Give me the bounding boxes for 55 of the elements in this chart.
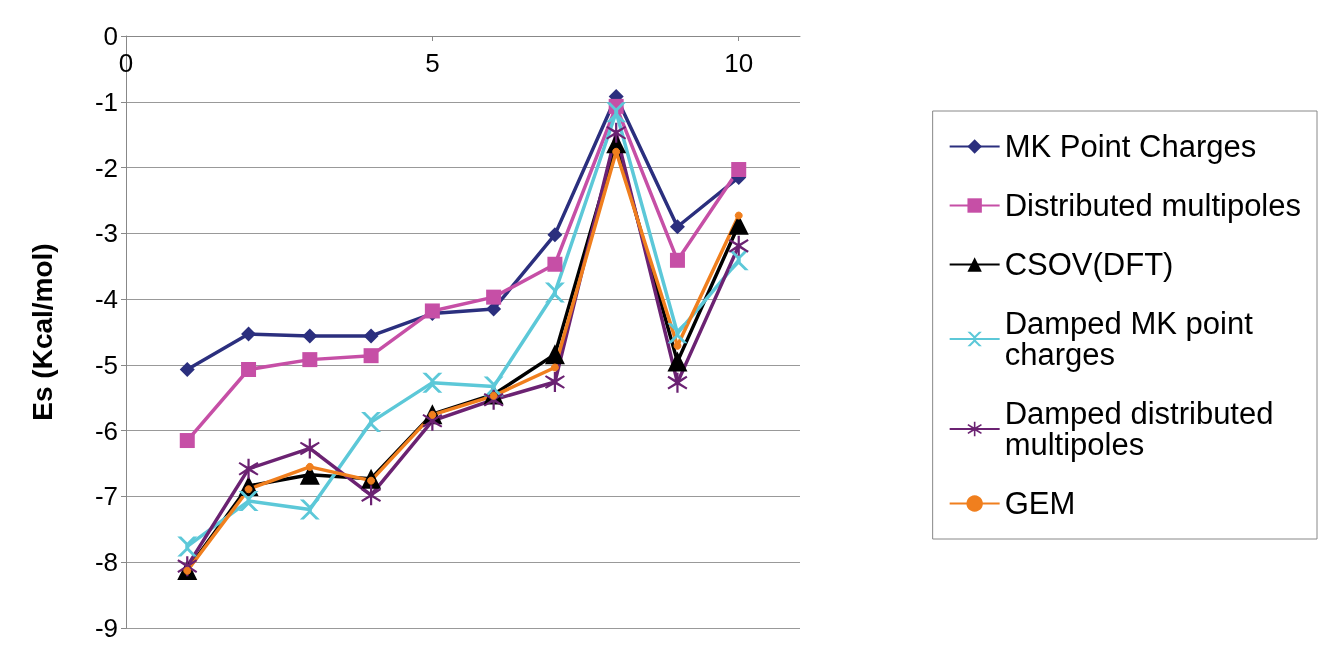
point: [299, 499, 320, 520]
y-tick-label: -4: [94, 284, 118, 315]
point: [734, 211, 743, 220]
point: [179, 361, 195, 377]
legend-label: MK Point Charges: [1004, 129, 1257, 164]
point: [606, 102, 627, 123]
point: [544, 344, 565, 365]
point: [299, 438, 320, 459]
point: [667, 372, 688, 393]
y-tick-label: -7: [94, 481, 118, 512]
point: [241, 326, 257, 342]
point: [731, 162, 747, 178]
point: [544, 282, 565, 303]
point: [486, 289, 502, 305]
legend-label: Damped distributed multipoles: [1004, 396, 1283, 462]
point: [302, 352, 318, 368]
point: [606, 122, 627, 143]
point: [669, 252, 685, 268]
point: [728, 235, 749, 256]
point: [728, 250, 749, 271]
point: [544, 371, 565, 392]
point: [363, 348, 379, 364]
y-tick-label: -9: [94, 613, 118, 643]
y-tick-label: -6: [94, 415, 118, 446]
point: [361, 485, 382, 506]
point: [179, 433, 195, 449]
point: [547, 256, 563, 272]
y-tick-label: -5: [94, 349, 118, 380]
point: [305, 462, 314, 471]
point: [550, 363, 559, 372]
y-tick-label: 0: [103, 21, 118, 51]
x-tick-label: 10: [724, 48, 754, 78]
y-tick-label: -8: [94, 547, 118, 578]
y-tick-label: -2: [94, 152, 118, 183]
point: [238, 458, 259, 479]
point: [238, 491, 259, 512]
x-tick-label: 5: [425, 48, 440, 78]
point: [422, 372, 443, 393]
point: [667, 351, 688, 372]
point: [361, 412, 382, 433]
point: [177, 536, 198, 557]
point: [612, 147, 621, 156]
y-axis-title: Es (Kcal/mol): [26, 243, 58, 421]
point: [669, 219, 685, 235]
legend-label: CSOV(DFT): [1004, 247, 1174, 282]
point: [547, 227, 563, 243]
point: [667, 323, 688, 344]
point: [241, 361, 257, 377]
legend-label: Damped MK point charges: [1004, 306, 1262, 372]
legend-label: GEM: [1004, 486, 1076, 521]
point: [363, 328, 379, 344]
legend-label: Distributed multipoles: [1004, 188, 1302, 223]
y-tick-label: -3: [94, 218, 118, 249]
y-tick-label: -1: [94, 86, 118, 117]
point: [302, 328, 318, 344]
